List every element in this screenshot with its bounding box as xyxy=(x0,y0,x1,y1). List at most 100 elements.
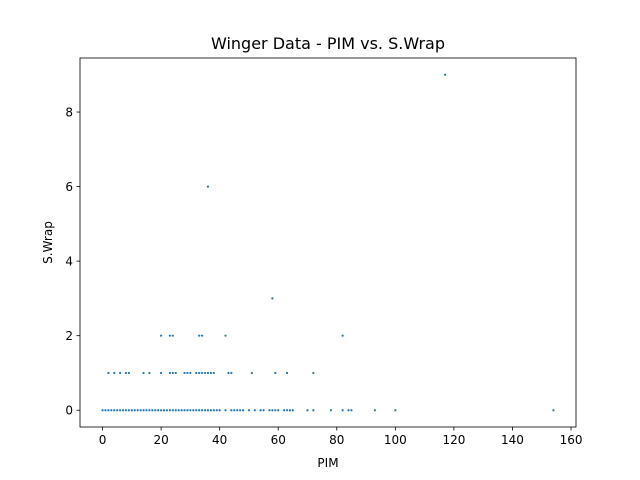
data-point xyxy=(127,409,130,412)
data-point xyxy=(312,409,315,412)
data-point xyxy=(186,371,189,375)
data-point xyxy=(250,371,253,375)
y-tick-label: 0 xyxy=(65,404,73,418)
data-point xyxy=(274,371,277,375)
data-point xyxy=(394,409,397,412)
data-point xyxy=(168,409,171,412)
data-point xyxy=(171,334,174,337)
chart-title: Winger Data - PIM vs. S.Wrap xyxy=(211,34,445,53)
data-point xyxy=(206,371,210,375)
data-point xyxy=(110,409,113,412)
x-tick-label: 100 xyxy=(384,433,407,447)
data-point xyxy=(198,371,201,375)
data-point xyxy=(262,409,265,412)
data-point xyxy=(200,409,204,412)
x-tick-label: 120 xyxy=(442,433,465,447)
data-point xyxy=(203,409,207,412)
data-point xyxy=(282,409,286,412)
data-point xyxy=(306,409,309,412)
data-point xyxy=(171,409,174,412)
data-point xyxy=(180,409,183,412)
data-point xyxy=(119,371,122,375)
data-point xyxy=(227,371,230,375)
data-point xyxy=(215,409,218,412)
data-point xyxy=(230,371,233,375)
data-point xyxy=(209,371,212,375)
data-point xyxy=(160,371,163,375)
x-tick-label: 60 xyxy=(271,433,286,447)
data-point xyxy=(230,409,233,412)
data-point xyxy=(113,409,116,412)
data-point xyxy=(148,409,151,412)
x-tick-label: 40 xyxy=(212,433,227,447)
data-point xyxy=(285,409,289,412)
data-point xyxy=(139,409,142,412)
data-point xyxy=(186,409,189,412)
data-point xyxy=(277,409,280,412)
data-point xyxy=(253,409,256,412)
x-axis-ticks: 0 20 40 60 80 100 120 140 160 xyxy=(99,427,583,447)
x-tick-label: 0 xyxy=(99,433,107,447)
data-point xyxy=(124,371,128,375)
data-point xyxy=(271,409,274,412)
data-point xyxy=(192,409,195,412)
axes-frame xyxy=(79,57,577,428)
data-point xyxy=(259,409,262,412)
data-point xyxy=(285,371,289,375)
data-point xyxy=(195,409,198,412)
y-tick-label: 8 xyxy=(65,106,73,120)
data-point xyxy=(268,409,271,412)
data-point xyxy=(329,409,333,412)
data-point xyxy=(151,409,154,412)
data-point xyxy=(107,409,110,412)
data-point xyxy=(200,371,204,375)
data-point xyxy=(165,409,169,412)
data-point xyxy=(291,409,294,412)
data-point xyxy=(168,371,171,375)
data-point xyxy=(247,409,251,412)
data-point xyxy=(312,371,315,375)
data-point xyxy=(154,409,157,412)
data-point xyxy=(552,409,555,412)
plot-area xyxy=(80,58,576,427)
data-point xyxy=(171,371,174,375)
data-point xyxy=(198,334,201,337)
data-point xyxy=(239,409,242,412)
data-point xyxy=(113,371,116,375)
data-point xyxy=(444,73,447,76)
data-point xyxy=(189,371,192,375)
x-tick-label: 140 xyxy=(501,433,524,447)
data-point xyxy=(341,409,344,412)
data-point xyxy=(200,334,204,337)
data-point xyxy=(127,371,130,375)
y-axis-ticks: 0 2 4 6 8 xyxy=(65,106,80,418)
y-tick-label: 6 xyxy=(65,180,73,194)
data-point xyxy=(274,409,277,412)
data-point xyxy=(350,409,353,412)
data-point xyxy=(233,409,236,412)
data-point xyxy=(341,334,344,337)
y-tick-label: 2 xyxy=(65,329,73,343)
data-point xyxy=(116,409,119,412)
data-point xyxy=(142,409,145,412)
data-point xyxy=(183,409,186,412)
data-point xyxy=(288,409,292,412)
data-point xyxy=(241,409,245,412)
data-point xyxy=(212,371,215,375)
data-point xyxy=(236,409,239,412)
data-point xyxy=(271,297,274,300)
data-point xyxy=(104,409,107,412)
data-point xyxy=(206,409,210,412)
data-point xyxy=(198,409,201,412)
data-point xyxy=(174,371,177,375)
data-point xyxy=(224,334,227,337)
data-point xyxy=(174,409,177,412)
data-point xyxy=(162,409,166,412)
x-tick-label: 160 xyxy=(560,433,583,447)
data-point xyxy=(195,371,198,375)
data-point xyxy=(133,409,136,412)
data-point xyxy=(160,409,163,412)
data-point xyxy=(168,334,171,337)
y-tick-label: 4 xyxy=(65,255,73,269)
data-point xyxy=(124,409,128,412)
